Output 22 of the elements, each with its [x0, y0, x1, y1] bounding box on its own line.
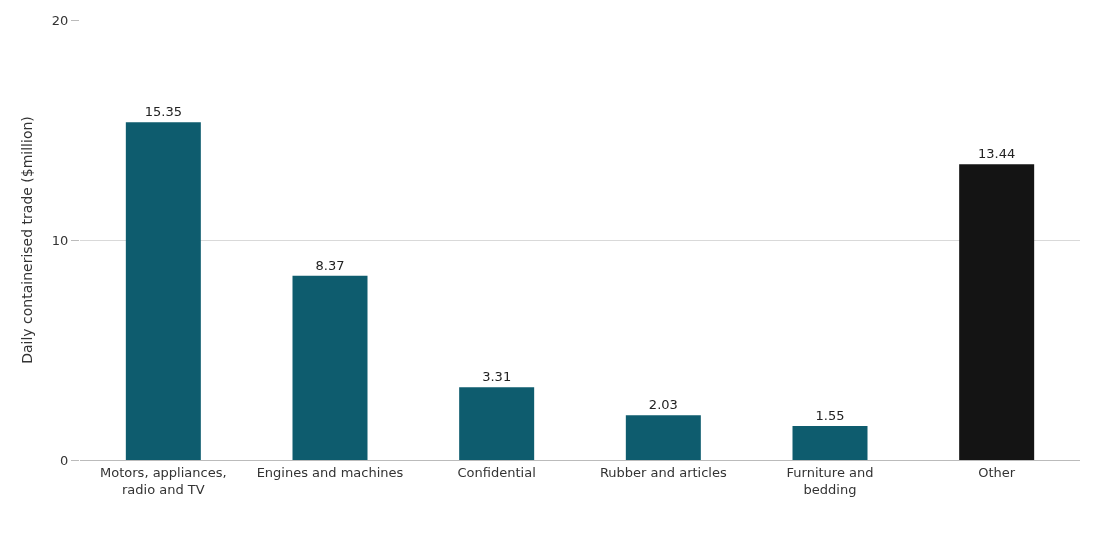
bar	[125, 122, 201, 460]
data-label: 2.03	[648, 397, 678, 413]
y-tick-label: 10	[51, 232, 69, 248]
data-label: 8.37	[315, 257, 345, 273]
x-tick-label: Furniture and bedding	[786, 464, 874, 497]
bar	[292, 275, 368, 460]
bar	[959, 164, 1035, 460]
data-label: 3.31	[482, 369, 512, 385]
x-tick-label: Engines and machines	[256, 464, 404, 480]
x-tick-label: Rubber and articles	[599, 464, 727, 480]
x-tick-label: Other	[978, 464, 1016, 480]
y-tick-label: 0	[60, 452, 69, 468]
y-tick-label: 20	[51, 12, 69, 28]
data-label: 13.44	[978, 146, 1016, 162]
bar	[459, 387, 535, 460]
y-axis-title: Daily containerised trade ($million)	[19, 116, 36, 364]
data-label: 1.55	[815, 407, 845, 423]
bar	[792, 425, 868, 460]
x-tick-label: Motors, appliances, radio and TV	[100, 464, 227, 497]
bar	[625, 415, 701, 460]
data-label: 15.35	[144, 104, 182, 120]
x-tick-label: Confidential	[457, 464, 536, 480]
